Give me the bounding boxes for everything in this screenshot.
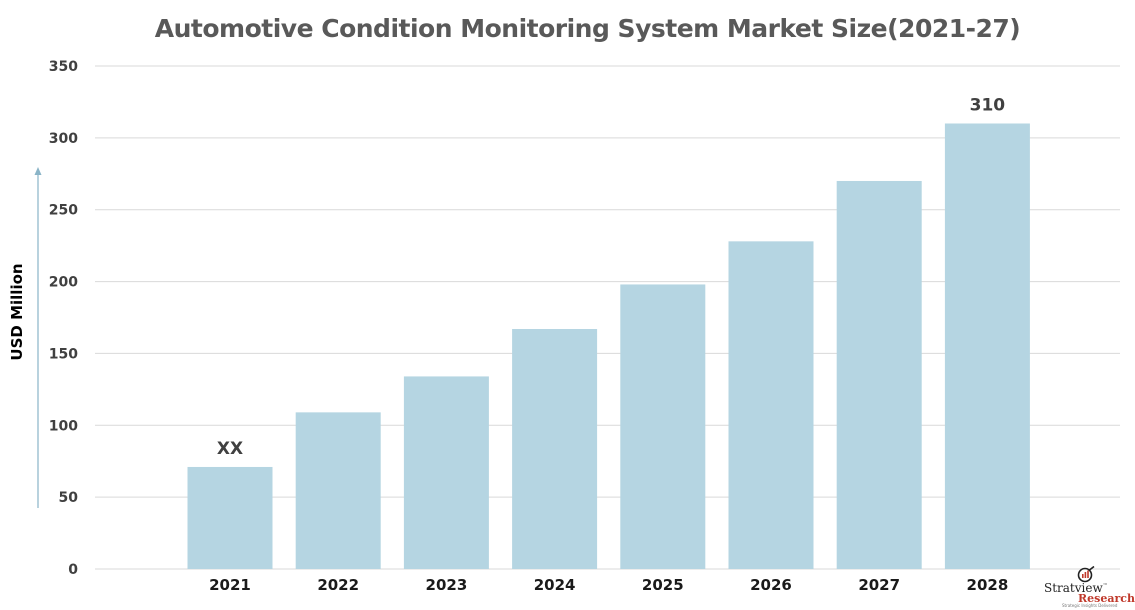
x-axis-labels: 2021 2022 2023 2024 2025 2026 2027 2028: [209, 576, 1008, 594]
y-tick-label: 200: [49, 275, 78, 291]
bar-2028: [944, 123, 1030, 569]
data-label-2028: 310: [970, 95, 1006, 115]
y-tick-label: 250: [49, 203, 78, 219]
x-tick-label: 2027: [858, 576, 900, 594]
data-label-2021: XX: [217, 439, 243, 459]
bar-2022: [295, 412, 381, 569]
y-axis-title: USD Million: [8, 263, 26, 360]
x-tick-label: 2026: [750, 576, 792, 594]
chart-title: Automotive Condition Monitoring System M…: [154, 14, 1021, 43]
bar-2027: [836, 180, 922, 569]
x-tick-label: 2028: [967, 576, 1009, 594]
magnifier-chart-icon: [1077, 566, 1095, 583]
bar-2023: [403, 376, 489, 569]
x-tick-label: 2022: [317, 576, 359, 594]
y-tick-label: 100: [49, 418, 78, 434]
y-tick-label: 0: [68, 562, 78, 578]
x-tick-label: 2023: [426, 576, 468, 594]
x-tick-label: 2021: [209, 576, 251, 594]
logo-tagline: Strategic Insights Delivered: [1062, 603, 1118, 608]
y-tick-label: 150: [49, 346, 78, 362]
y-tick-label: 50: [59, 490, 79, 506]
bar-2021: [187, 466, 273, 569]
logo-subword: Research: [1078, 592, 1135, 605]
y-axis-ticks: 0 50 100 150 200 250 300 350: [49, 59, 78, 578]
bar-2024: [512, 328, 598, 569]
x-tick-label: 2024: [534, 576, 576, 594]
bar-2026: [728, 241, 814, 569]
stratview-logo: Stratview™ Research Strategic Insights D…: [1040, 566, 1135, 608]
logo-wordmark: Stratview™: [1044, 581, 1108, 595]
bar-2025: [620, 284, 706, 569]
y-tick-label: 300: [49, 131, 78, 147]
y-axis-arrow: [34, 167, 42, 508]
bars: [187, 123, 1030, 569]
x-tick-label: 2025: [642, 576, 684, 594]
y-tick-label: 350: [49, 59, 78, 75]
data-labels: XX 310: [217, 95, 1005, 458]
